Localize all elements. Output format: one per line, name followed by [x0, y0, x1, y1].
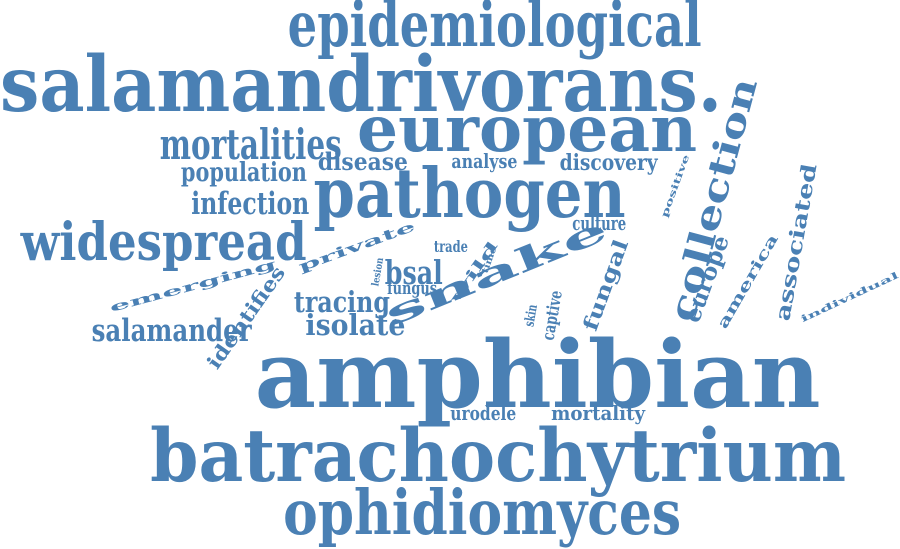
- word-population: population: [181, 160, 307, 186]
- word-individual: individual: [800, 271, 900, 324]
- word-ophidiomyces: ophidiomyces: [283, 482, 681, 544]
- word-amphibian: amphibian: [255, 329, 821, 421]
- word-fungus: fungus: [387, 280, 437, 298]
- word-salamander: salamander: [92, 316, 252, 347]
